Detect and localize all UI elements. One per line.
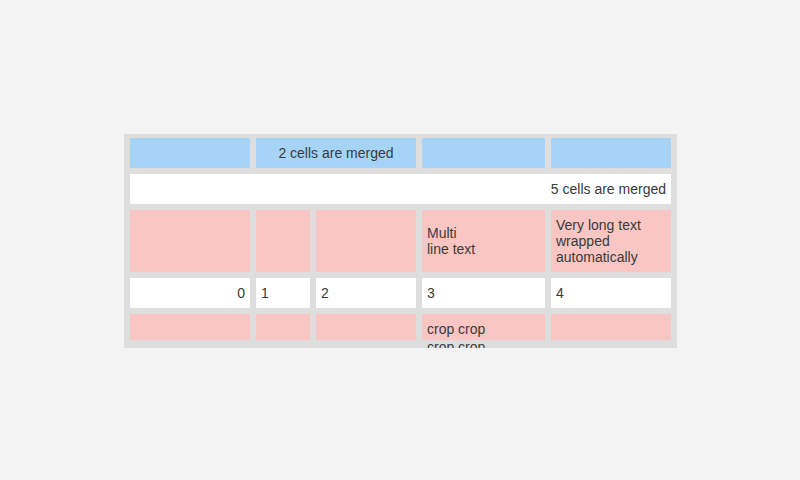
number-4-label: 4 xyxy=(556,285,564,301)
merged-5-cells-label: 5 cells are merged xyxy=(551,181,666,197)
cropped-text-cell[interactable]: crop crop crop crop xyxy=(422,314,545,340)
pink-cell-empty-4[interactable] xyxy=(130,314,250,340)
wrapped-text-label: Very long text wrapped automatically xyxy=(556,217,666,265)
number-cell-0[interactable]: 0 xyxy=(130,278,250,308)
number-cell-3[interactable]: 3 xyxy=(422,278,545,308)
merged-5-cells-cell[interactable]: 5 cells are merged xyxy=(130,174,671,204)
header-cell-empty-1[interactable] xyxy=(130,138,250,168)
wrapped-text-cell[interactable]: Very long text wrapped automatically xyxy=(551,210,671,272)
number-cell-4[interactable]: 4 xyxy=(551,278,671,308)
multi-line-text-label: Multi line text xyxy=(427,225,475,257)
number-0-label: 0 xyxy=(237,285,245,301)
number-2-label: 2 xyxy=(321,285,329,301)
table-grid: 2 cells are merged 5 cells are merged Mu… xyxy=(130,138,671,340)
cropped-text-label: crop crop crop crop xyxy=(427,314,485,348)
number-cell-1[interactable]: 1 xyxy=(256,278,310,308)
multi-line-text-cell[interactable]: Multi line text xyxy=(422,210,545,272)
merged-2-cells-label: 2 cells are merged xyxy=(278,145,393,161)
number-1-label: 1 xyxy=(261,285,269,301)
pink-cell-empty-7[interactable] xyxy=(551,314,671,340)
table-widget[interactable]: 2 cells are merged 5 cells are merged Mu… xyxy=(124,134,677,348)
header-cell-empty-2[interactable] xyxy=(422,138,545,168)
pink-cell-empty-3[interactable] xyxy=(316,210,416,272)
pink-cell-empty-2[interactable] xyxy=(256,210,310,272)
pink-cell-empty-6[interactable] xyxy=(316,314,416,340)
pink-cell-empty-1[interactable] xyxy=(130,210,250,272)
pink-cell-empty-5[interactable] xyxy=(256,314,310,340)
merged-2-cells-cell[interactable]: 2 cells are merged xyxy=(256,138,416,168)
number-cell-2[interactable]: 2 xyxy=(316,278,416,308)
header-cell-empty-3[interactable] xyxy=(551,138,671,168)
number-3-label: 3 xyxy=(427,285,435,301)
